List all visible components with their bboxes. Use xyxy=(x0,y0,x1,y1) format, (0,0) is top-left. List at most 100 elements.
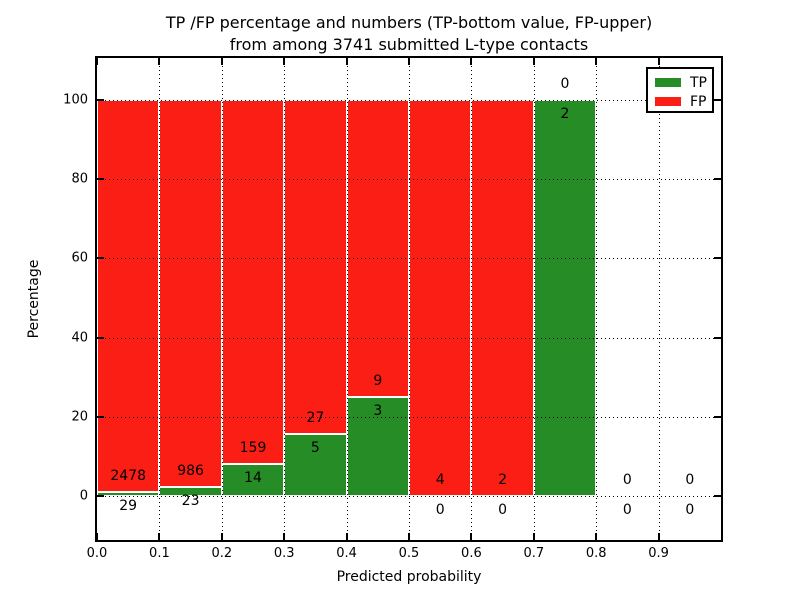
x-tick-top xyxy=(283,58,286,65)
x-gridline xyxy=(533,58,535,540)
chart-title-line2: from among 3741 submitted L-type contact… xyxy=(229,35,589,54)
x-tick-top xyxy=(532,58,535,65)
x-tick-label: 0.2 xyxy=(211,546,233,561)
x-tick-label: 0.9 xyxy=(648,546,669,561)
tp-bar-segment xyxy=(97,491,160,497)
tp-bar-segment xyxy=(533,99,597,497)
y-tick-label: 100 xyxy=(63,92,88,108)
x-gridline xyxy=(159,58,161,540)
x-tick-bottom xyxy=(96,533,98,540)
y-tick-right xyxy=(714,495,721,498)
x-tick-label: 0.1 xyxy=(149,546,170,561)
fp-bar-segment xyxy=(409,99,472,497)
fp-count-label: 4 xyxy=(435,472,445,489)
x-gridline xyxy=(596,58,598,540)
y-gridline xyxy=(97,258,721,260)
y-tick-right xyxy=(714,336,721,339)
x-tick-label: 0.5 xyxy=(398,546,420,561)
y-tick-label: 60 xyxy=(71,250,88,266)
tp-count-label: 14 xyxy=(244,470,262,487)
tp-count-label: 2 xyxy=(560,105,570,122)
tp-legend-swatch-icon xyxy=(655,78,681,87)
x-tick-label: 0.8 xyxy=(585,546,607,561)
y-gridline xyxy=(97,417,721,419)
y-tick-right xyxy=(714,416,721,419)
x-gridline xyxy=(346,58,348,540)
y-tick-left xyxy=(97,416,104,419)
fp-count-label: 2 xyxy=(498,472,508,489)
x-tick-bottom xyxy=(158,533,161,540)
fp-count-label: 0 xyxy=(685,472,695,489)
x-tick-top xyxy=(220,58,223,65)
x-tick-bottom xyxy=(657,533,660,540)
fp-bar-segment xyxy=(471,99,534,497)
x-tick-top xyxy=(408,58,410,65)
x-tick-top xyxy=(470,58,473,65)
legend-entry-tp: TP xyxy=(655,75,712,90)
x-gridline xyxy=(409,58,410,540)
y-tick-left xyxy=(97,495,104,498)
x-tick-label: 0.6 xyxy=(461,546,482,561)
x-tick-label: 0.7 xyxy=(523,546,545,561)
x-tick-label: 0.4 xyxy=(336,546,357,561)
x-tick-bottom xyxy=(283,533,286,540)
x-tick-top xyxy=(657,58,660,65)
x-tick-bottom xyxy=(345,533,348,540)
y-tick-right xyxy=(714,98,721,101)
y-axis-label: Percentage xyxy=(26,259,42,339)
tp-count-label: 0 xyxy=(498,502,508,519)
fp-count-label: 986 xyxy=(177,463,204,480)
x-gridline xyxy=(221,58,223,540)
y-tick-right xyxy=(714,257,721,260)
y-tick-label: 0 xyxy=(79,488,88,504)
x-tick-top xyxy=(345,58,348,65)
x-tick-bottom xyxy=(595,533,598,540)
x-tick-label: 0.0 xyxy=(86,546,108,561)
plot-area: TP FP 2478 29 986 23 159 14 27 5 9 3 4 0 2 0 0 2 0 0 0 0 xyxy=(95,56,723,542)
x-tick-label: 0.3 xyxy=(273,546,295,561)
y-tick-left xyxy=(97,257,104,260)
y-tick-label: 40 xyxy=(71,330,88,346)
fp-legend-swatch-icon xyxy=(655,97,681,106)
x-tick-bottom xyxy=(532,533,535,540)
legend: TP FP xyxy=(646,67,714,113)
fp-bar-segment xyxy=(159,99,222,488)
fp-count-label: 0 xyxy=(560,75,570,92)
tp-count-label: 0 xyxy=(435,502,445,519)
x-gridline xyxy=(284,58,286,540)
tp-count-label: 29 xyxy=(119,497,138,514)
fp-count-label: 9 xyxy=(373,373,383,390)
x-gridline xyxy=(658,58,660,540)
y-tick-left xyxy=(97,336,104,339)
y-tick-label: 20 xyxy=(71,409,88,425)
y-tick-left xyxy=(97,98,104,101)
x-tick-top xyxy=(595,58,598,65)
fp-bar-segment xyxy=(346,99,409,398)
fp-bar-segment xyxy=(97,99,160,492)
tp-count-label: 5 xyxy=(310,440,320,457)
fp-bar-segment xyxy=(284,99,347,435)
chart-title: TP /FP percentage and numbers (TP-bottom… xyxy=(97,12,721,56)
x-tick-bottom xyxy=(408,533,410,540)
fp-bar-segment xyxy=(221,99,285,465)
y-gridline xyxy=(97,99,721,101)
fp-count-label: 159 xyxy=(239,440,267,457)
y-gridline xyxy=(97,178,721,180)
x-tick-bottom xyxy=(470,533,473,540)
x-gridline xyxy=(471,58,473,540)
chart-title-line1: TP /FP percentage and numbers (TP-bottom… xyxy=(165,13,653,32)
tp-count-label: 3 xyxy=(373,403,383,420)
fp-count-label: 2478 xyxy=(110,467,147,484)
tp-count-label: 23 xyxy=(181,493,200,510)
x-tick-top xyxy=(96,58,98,65)
y-gridline xyxy=(97,337,721,339)
y-tick-right xyxy=(714,177,721,180)
fp-count-label: 27 xyxy=(306,410,325,427)
y-tick-label: 80 xyxy=(71,171,88,187)
legend-entry-fp: FP xyxy=(655,94,712,109)
y-tick-left xyxy=(97,177,104,180)
y-gridline xyxy=(97,496,721,498)
fp-legend-label: FP xyxy=(690,93,707,110)
tp-bar-segment xyxy=(221,464,285,497)
